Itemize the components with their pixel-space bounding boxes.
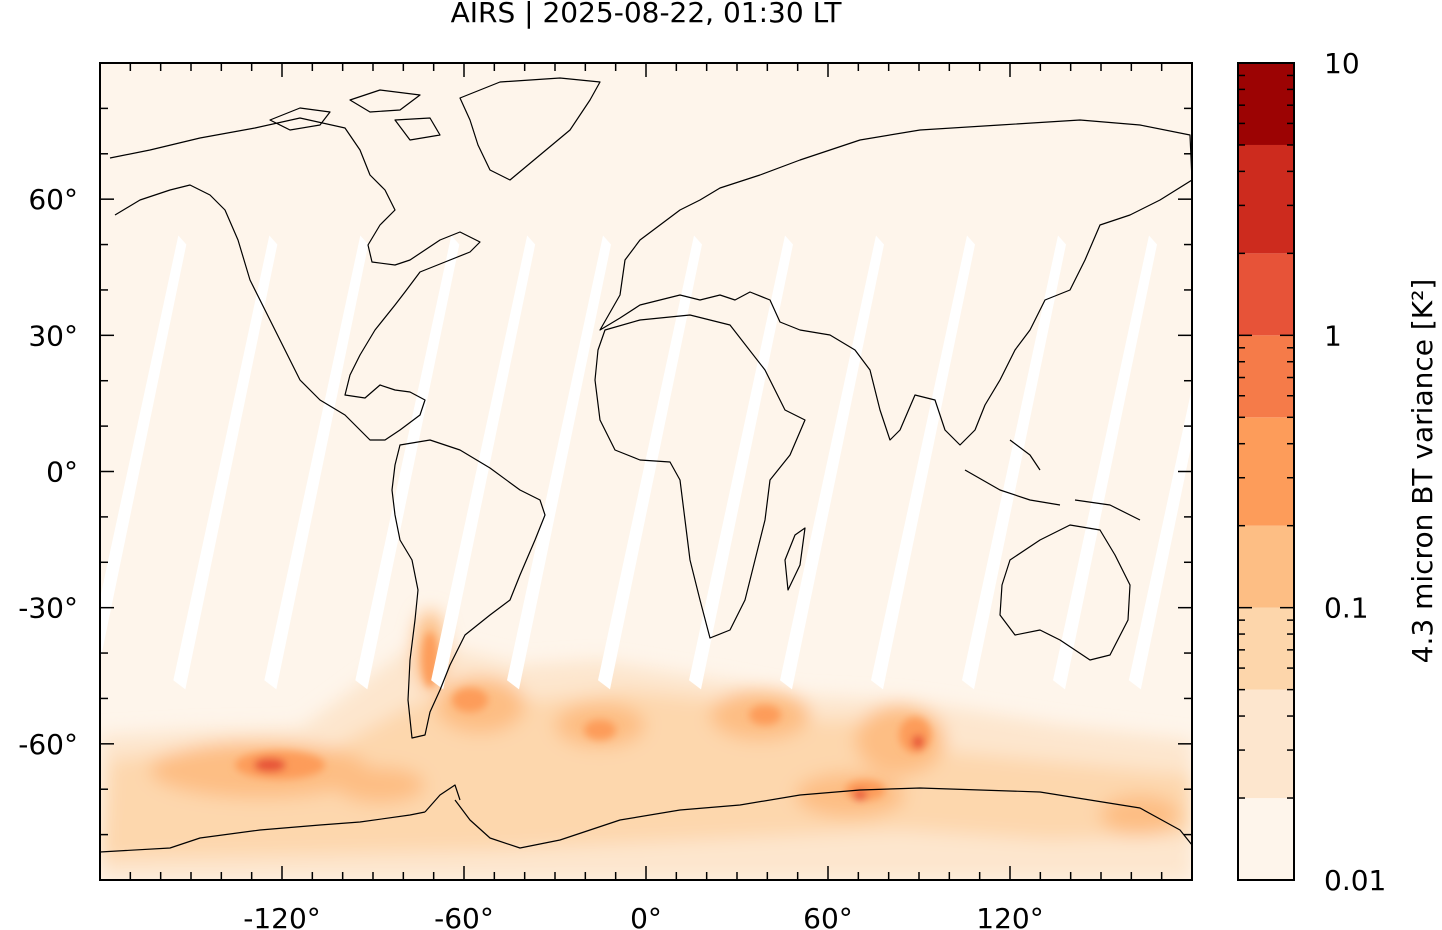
- colorbar: [1238, 63, 1294, 880]
- colorbar-label: 4.3 micron BT variance [K²]: [1406, 279, 1439, 664]
- coastline-australia: [999, 524, 1131, 661]
- swath-gap: [1053, 235, 1157, 690]
- swath-gap: [173, 235, 278, 690]
- swath-gap: [431, 235, 536, 690]
- coastline-southeast-asia-islands: [964, 439, 1141, 521]
- lon-tick-label: 0°: [630, 902, 662, 930]
- colorbar-tick-labels: 10 1 0.1 0.01: [1324, 47, 1386, 897]
- colorbar-bin: [1238, 63, 1294, 145]
- colorbar-bin: [1238, 798, 1294, 880]
- coastline-greenland: [459, 77, 601, 181]
- colorbar-tick-label: 0.1: [1324, 592, 1369, 625]
- lon-tick-label: 60°: [803, 902, 853, 930]
- map-axis-labels: -120° -60° 0° 60° 120° 60° 30° 0° -30° -60°: [18, 183, 1043, 930]
- lon-tick-label: -120°: [243, 902, 321, 930]
- colorbar-bin: [1238, 689, 1294, 799]
- swath-gap: [507, 235, 611, 690]
- coastline-africa: [594, 314, 806, 639]
- colorbar-bin: [1238, 144, 1294, 254]
- colorbar-bin: [1238, 335, 1294, 418]
- map-title: AIRS | 2025-08-22, 01:30 LT: [450, 0, 842, 29]
- coastline-antarctic-peninsula: [424, 784, 461, 813]
- swath-gap: [598, 235, 702, 690]
- coastline-madagascar: [784, 527, 806, 591]
- variance-patch: [254, 758, 286, 772]
- lat-tick-label: 30°: [28, 319, 78, 352]
- coastlines: [100, 77, 1192, 853]
- variance-patch: [912, 735, 924, 749]
- lat-tick-label: 0°: [46, 456, 78, 489]
- variance-patch: [853, 790, 867, 800]
- colorbar-frame: [1237, 62, 1295, 881]
- colorbar-tick-label: 1: [1324, 319, 1342, 352]
- lat-tick-label: -60°: [18, 728, 78, 761]
- variance-patch: [584, 720, 616, 740]
- swath-gap: [689, 235, 793, 690]
- variance-patch: [335, 767, 425, 803]
- lon-tick-label: -60°: [434, 902, 494, 930]
- variance-patch: [452, 688, 488, 712]
- swath-gap: [962, 235, 1066, 690]
- orbit-swath-gaps: [100, 235, 1192, 690]
- swath-gap: [355, 235, 460, 690]
- variance-patch: [1100, 795, 1180, 835]
- swath-gap: [264, 235, 369, 690]
- colorbar-bin: [1238, 525, 1294, 608]
- colorbar-bin: [1238, 417, 1294, 526]
- colorbar-tick-label: 0.01: [1324, 864, 1386, 897]
- coastline-north-america: [109, 117, 481, 441]
- colorbar-tick-label: 10: [1324, 47, 1360, 80]
- map-plot-area: [100, 63, 1192, 880]
- variance-patch: [749, 705, 781, 725]
- lat-tick-label: 60°: [28, 183, 78, 216]
- colorbar-bin: [1238, 253, 1294, 336]
- coastline-antarctica: [100, 787, 1192, 853]
- lon-tick-label: 120°: [976, 902, 1043, 930]
- coastline-arctic-islands: [269, 89, 441, 141]
- lat-tick-label: -30°: [18, 592, 78, 625]
- swath-gap: [1128, 387, 1192, 690]
- colorbar-ticks: [1238, 74, 1294, 881]
- map-axis-ticks: [100, 63, 1192, 880]
- colorbar-bin: [1238, 607, 1294, 690]
- swath-gap: [871, 235, 975, 690]
- coastline-europe-asia: [599, 119, 1192, 446]
- swath-gap: [100, 235, 187, 662]
- swath-gap: [780, 235, 884, 690]
- variance-band-mid: [100, 690, 1192, 860]
- coastline-south-america: [391, 439, 546, 739]
